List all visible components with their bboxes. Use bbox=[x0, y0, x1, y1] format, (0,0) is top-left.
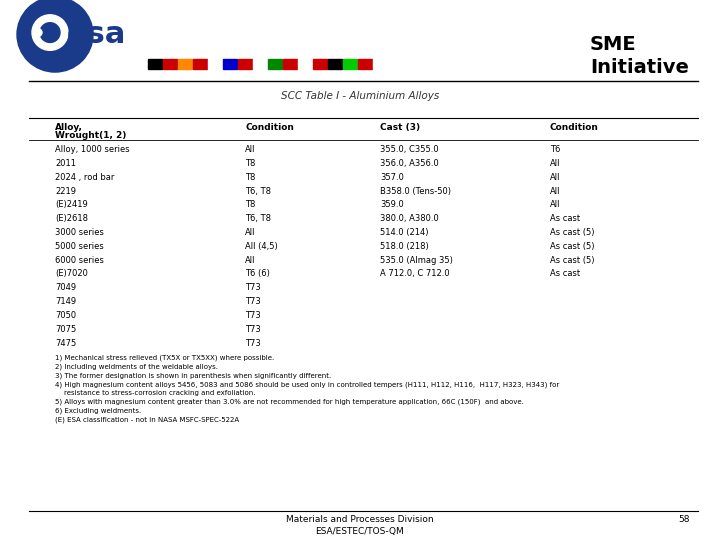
Text: T73: T73 bbox=[245, 311, 261, 320]
Text: 5000 series: 5000 series bbox=[55, 242, 104, 251]
Text: A 712.0, C 712.0: A 712.0, C 712.0 bbox=[380, 269, 449, 279]
Text: All: All bbox=[550, 173, 560, 182]
Bar bbox=[298, 59, 312, 69]
Bar bbox=[313, 59, 327, 69]
Text: T6: T6 bbox=[550, 145, 560, 154]
Text: 3) The former designation is shown in parenthesis when significantly different.: 3) The former designation is shown in pa… bbox=[55, 372, 331, 379]
Text: All: All bbox=[245, 228, 256, 237]
Text: T8: T8 bbox=[245, 173, 256, 182]
Text: 7049: 7049 bbox=[55, 284, 76, 292]
Text: Materials and Processes Division
ESA/ESTEC/TOS-QM: Materials and Processes Division ESA/EST… bbox=[286, 515, 434, 536]
Text: 535.0 (Almag 35): 535.0 (Almag 35) bbox=[380, 255, 453, 265]
Text: esa: esa bbox=[67, 20, 127, 49]
Text: T8: T8 bbox=[245, 159, 256, 168]
Text: As cast: As cast bbox=[550, 269, 580, 279]
Text: 514.0 (214): 514.0 (214) bbox=[380, 228, 428, 237]
Text: Condition: Condition bbox=[550, 124, 599, 132]
Text: Wrought(1, 2): Wrought(1, 2) bbox=[55, 131, 127, 140]
Text: SCC Table I - Aluminium Alloys: SCC Table I - Aluminium Alloys bbox=[281, 91, 439, 101]
Text: T6, T8: T6, T8 bbox=[245, 187, 271, 195]
Text: (E)2618: (E)2618 bbox=[55, 214, 88, 223]
Text: T8: T8 bbox=[245, 200, 256, 210]
Text: SME
Initiative: SME Initiative bbox=[590, 35, 689, 77]
Bar bbox=[178, 59, 192, 69]
Circle shape bbox=[17, 0, 93, 72]
Text: 7149: 7149 bbox=[55, 297, 76, 306]
Text: 2219: 2219 bbox=[55, 187, 76, 195]
Bar bbox=[223, 59, 237, 69]
Bar bbox=[283, 59, 297, 69]
Text: All: All bbox=[245, 145, 256, 154]
Text: Condition: Condition bbox=[245, 124, 294, 132]
Text: All: All bbox=[245, 255, 256, 265]
Text: 359.0: 359.0 bbox=[380, 200, 404, 210]
Text: 356.0, A356.0: 356.0, A356.0 bbox=[380, 159, 438, 168]
Text: 355.0, C355.0: 355.0, C355.0 bbox=[380, 145, 438, 154]
Text: All: All bbox=[550, 187, 560, 195]
Text: T73: T73 bbox=[245, 297, 261, 306]
Text: 7475: 7475 bbox=[55, 339, 76, 348]
Text: T73: T73 bbox=[245, 325, 261, 334]
Text: (E)7020: (E)7020 bbox=[55, 269, 88, 279]
Text: B358.0 (Tens-50): B358.0 (Tens-50) bbox=[380, 187, 451, 195]
Text: 7075: 7075 bbox=[55, 325, 76, 334]
Text: 2011: 2011 bbox=[55, 159, 76, 168]
Text: 357.0: 357.0 bbox=[380, 173, 404, 182]
Text: 7050: 7050 bbox=[55, 311, 76, 320]
Text: 4) High magnesium content alloys 5456, 5083 and 5086 should be used only in cont: 4) High magnesium content alloys 5456, 5… bbox=[55, 381, 559, 388]
Text: As cast: As cast bbox=[550, 214, 580, 223]
Text: Alloy, 1000 series: Alloy, 1000 series bbox=[55, 145, 130, 154]
Text: All: All bbox=[550, 159, 560, 168]
Text: 6000 series: 6000 series bbox=[55, 255, 104, 265]
Circle shape bbox=[34, 29, 42, 37]
Bar bbox=[253, 59, 267, 69]
Text: All: All bbox=[550, 200, 560, 210]
Text: 58: 58 bbox=[678, 515, 690, 524]
Bar bbox=[238, 59, 252, 69]
Text: 518.0 (218): 518.0 (218) bbox=[380, 242, 428, 251]
Text: As cast (5): As cast (5) bbox=[550, 242, 595, 251]
Text: T6 (6): T6 (6) bbox=[245, 269, 270, 279]
Bar bbox=[163, 59, 177, 69]
Text: All (4,5): All (4,5) bbox=[245, 242, 278, 251]
Text: (E) ESA classification - not in NASA MSFC-SPEC-522A: (E) ESA classification - not in NASA MSF… bbox=[55, 416, 239, 423]
Text: (E)2419: (E)2419 bbox=[55, 200, 88, 210]
Text: resistance to stress-corrosion cracking and exfoliation.: resistance to stress-corrosion cracking … bbox=[55, 390, 256, 396]
Text: 2) Including weldments of the weldable alloys.: 2) Including weldments of the weldable a… bbox=[55, 363, 218, 370]
Bar bbox=[148, 59, 162, 69]
Bar bbox=[358, 59, 372, 69]
Bar bbox=[208, 59, 222, 69]
Text: T73: T73 bbox=[245, 339, 261, 348]
Text: As cast (5): As cast (5) bbox=[550, 255, 595, 265]
Bar bbox=[268, 59, 282, 69]
Bar bbox=[193, 59, 207, 69]
Text: 380.0, A380.0: 380.0, A380.0 bbox=[380, 214, 438, 223]
Text: 3000 series: 3000 series bbox=[55, 228, 104, 237]
Text: 5) Alloys with magnesium content greater than 3.0% are not recommended for high : 5) Alloys with magnesium content greater… bbox=[55, 399, 524, 406]
Text: T6, T8: T6, T8 bbox=[245, 214, 271, 223]
Bar bbox=[328, 59, 342, 69]
Bar bbox=[343, 59, 357, 69]
Text: As cast (5): As cast (5) bbox=[550, 228, 595, 237]
Text: T73: T73 bbox=[245, 284, 261, 292]
Bar bbox=[373, 59, 387, 69]
Circle shape bbox=[40, 23, 60, 43]
Text: 6) Excluding weldments.: 6) Excluding weldments. bbox=[55, 408, 141, 414]
Circle shape bbox=[32, 15, 68, 50]
Text: 1) Mechanical stress relieved (TX5X or TX5XX) where possible.: 1) Mechanical stress relieved (TX5X or T… bbox=[55, 354, 274, 361]
Text: Alloy,: Alloy, bbox=[55, 124, 83, 132]
Text: 2024 , rod bar: 2024 , rod bar bbox=[55, 173, 114, 182]
Text: Cast (3): Cast (3) bbox=[380, 124, 420, 132]
